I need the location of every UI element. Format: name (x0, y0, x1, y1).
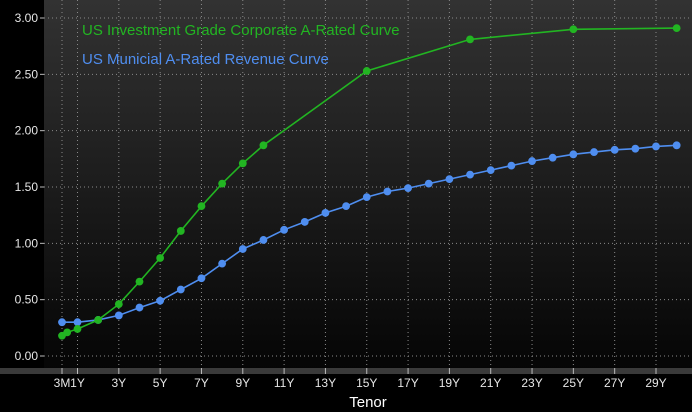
x-tick-label: 11Y (274, 376, 294, 390)
data-point (652, 142, 660, 151)
data-point (466, 35, 474, 44)
data-point (404, 184, 412, 193)
data-point (197, 202, 206, 211)
x-tick-label: 3Y (111, 376, 126, 390)
data-point (590, 148, 598, 156)
series-corporate (58, 24, 681, 340)
x-tick-label: 23Y (521, 376, 542, 390)
x-tick-label: 25Y (563, 376, 584, 390)
x-tick-label: 17Y (397, 376, 418, 390)
data-point (114, 300, 123, 309)
y-tick-label: 1.50 (15, 180, 39, 194)
data-point (218, 179, 227, 188)
y-tick-label: 2.00 (15, 124, 39, 138)
legend-entry: US Municial A-Rated Revenue Curve (82, 51, 329, 68)
x-axis: 3M 1Y 3Y 5Y 7Y 9Y 11Y 13Y 15Y 17Y 19Y 21Y 23Y 25Y 27Y 2… (54, 368, 667, 390)
x-tick-label: 19Y (439, 376, 460, 390)
data-point (135, 303, 144, 312)
data-point (218, 259, 227, 268)
x-tick-label: 29Y (645, 376, 666, 390)
data-point (58, 318, 66, 327)
data-point (259, 236, 268, 244)
data-point (362, 193, 371, 202)
y-tick-label: 1.00 (15, 236, 39, 250)
plot-background (44, 0, 692, 370)
data-point (63, 328, 72, 337)
y-tick-label: 0.00 (15, 349, 39, 363)
data-point (114, 311, 123, 320)
x-tick-label: 15Y (356, 376, 377, 390)
data-point (238, 245, 247, 253)
data-point (424, 179, 433, 188)
data-point (631, 144, 640, 153)
grid-lines (44, 0, 692, 368)
y-tick-label: 0.50 (15, 293, 39, 307)
y-axis: 0.00 0.50 1.00 1.50 2.00 2.50 3.00 (15, 11, 44, 363)
data-point (197, 274, 206, 283)
data-point (548, 153, 557, 162)
data-point (466, 170, 474, 179)
x-axis-title: Tenor (349, 394, 387, 411)
x-tick-label: 3M (54, 376, 71, 390)
data-point (486, 166, 495, 175)
x-tick-label: 9Y (235, 376, 250, 390)
y-tick-label: 3.00 (15, 11, 39, 25)
data-point (507, 161, 516, 170)
data-point (176, 285, 185, 294)
data-point (73, 325, 82, 333)
x-tick-label: 13Y (315, 376, 336, 390)
data-point (73, 318, 82, 327)
series-layer (58, 24, 681, 340)
data-point (342, 202, 350, 211)
data-point (383, 187, 392, 196)
data-point (176, 227, 185, 235)
data-point (156, 254, 165, 262)
y-tick-label: 2.50 (15, 67, 39, 81)
series-line (61, 27, 677, 337)
legend-entry: US Investment Grade Corporate A-Rated Cu… (82, 22, 400, 39)
data-point (280, 225, 289, 234)
x-tick-label: 7Y (194, 376, 209, 390)
data-point (569, 25, 578, 34)
x-tick-label: 21Y (480, 376, 501, 390)
data-point (445, 175, 454, 184)
data-point (300, 218, 309, 226)
data-point (610, 145, 619, 154)
x-tick-label: 1Y (70, 376, 85, 390)
x-axis-band (0, 368, 692, 374)
x-tick-label: 5Y (153, 376, 168, 390)
data-point (672, 141, 681, 150)
data-point (259, 141, 268, 150)
data-point (321, 209, 330, 217)
data-point (135, 277, 144, 286)
legend: US Investment Grade Corporate A-Rated Cu… (82, 22, 400, 68)
data-point (238, 159, 247, 168)
data-point (94, 316, 103, 324)
x-tick-label: 27Y (604, 376, 625, 390)
data-point (362, 67, 371, 75)
data-point (672, 24, 681, 33)
data-point (156, 296, 165, 305)
data-point (569, 150, 578, 159)
data-point (528, 157, 536, 165)
